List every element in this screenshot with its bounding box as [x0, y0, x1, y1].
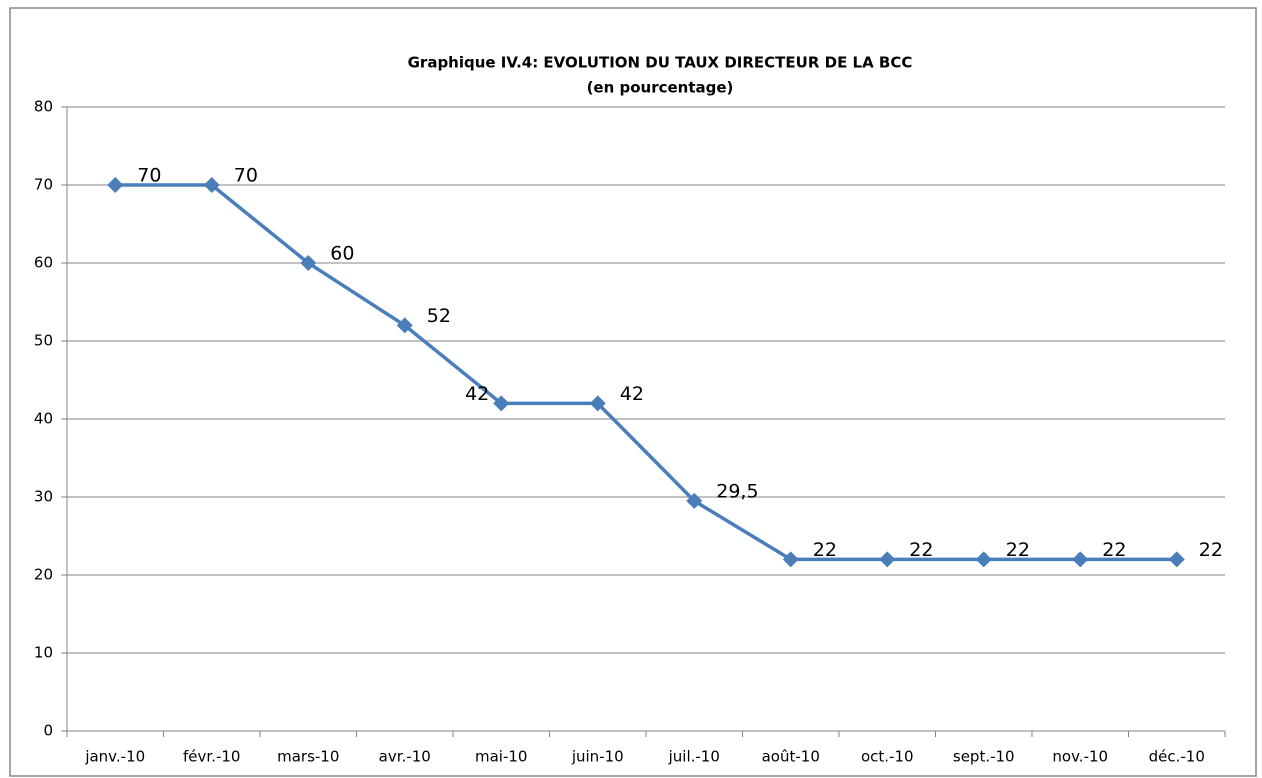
y-tick-label: 60 [34, 254, 53, 272]
data-point [493, 395, 510, 412]
data-label: 70 [234, 165, 258, 187]
data-point [1168, 551, 1185, 568]
x-tick-label: févr.-10 [183, 748, 240, 766]
y-tick-label: 70 [34, 176, 53, 194]
x-tick-label: déc.-10 [1149, 748, 1205, 766]
y-tick-label: 50 [34, 332, 53, 350]
data-label: 22 [813, 539, 837, 561]
series-line [115, 183, 1177, 562]
y-tick-label: 10 [34, 644, 53, 662]
chart-title: Graphique IV.4: EVOLUTION DU TAUX DIRECT… [408, 54, 913, 72]
data-label: 22 [1102, 539, 1126, 561]
data-label: 22 [909, 539, 933, 561]
x-tick-label: oct.-10 [861, 748, 914, 766]
data-label: 22 [1199, 539, 1223, 561]
data-point [300, 255, 317, 271]
data-label: 70 [137, 165, 161, 187]
data-point [107, 177, 124, 193]
data-label: 42 [465, 383, 489, 405]
y-tick-label: 40 [34, 410, 53, 428]
x-tick-label: juin-10 [571, 748, 624, 766]
data-point [1072, 551, 1089, 568]
x-tick-label: mars-10 [277, 748, 339, 766]
x-tick-label: sept.-10 [953, 748, 1015, 766]
data-label: 22 [1006, 539, 1030, 561]
data-label: 60 [330, 243, 354, 265]
x-tick-label: mai-10 [475, 748, 527, 766]
data-label: 29,5 [716, 480, 758, 502]
data-label: 42 [620, 383, 644, 405]
x-tick-label: juil.-10 [668, 748, 720, 766]
data-point [686, 492, 703, 509]
data-point [589, 395, 606, 412]
x-tick-label: janv.-10 [84, 748, 145, 766]
data-point [782, 551, 799, 568]
x-tick-label: avr.-10 [379, 748, 431, 766]
x-tick-label: nov.-10 [1052, 748, 1108, 766]
y-tick-label: 20 [34, 566, 53, 584]
x-tick-label: août-10 [762, 748, 820, 766]
data-label: 52 [427, 305, 451, 327]
data-point [879, 551, 896, 568]
chart-frame [9, 7, 1257, 777]
data-point [975, 551, 992, 568]
chart-subtitle: (en pourcentage) [587, 79, 734, 97]
y-tick-label: 0 [43, 722, 53, 740]
data-point [396, 317, 413, 334]
y-tick-label: 30 [34, 488, 53, 506]
data-point [203, 177, 220, 193]
y-tick-label: 80 [34, 98, 53, 116]
